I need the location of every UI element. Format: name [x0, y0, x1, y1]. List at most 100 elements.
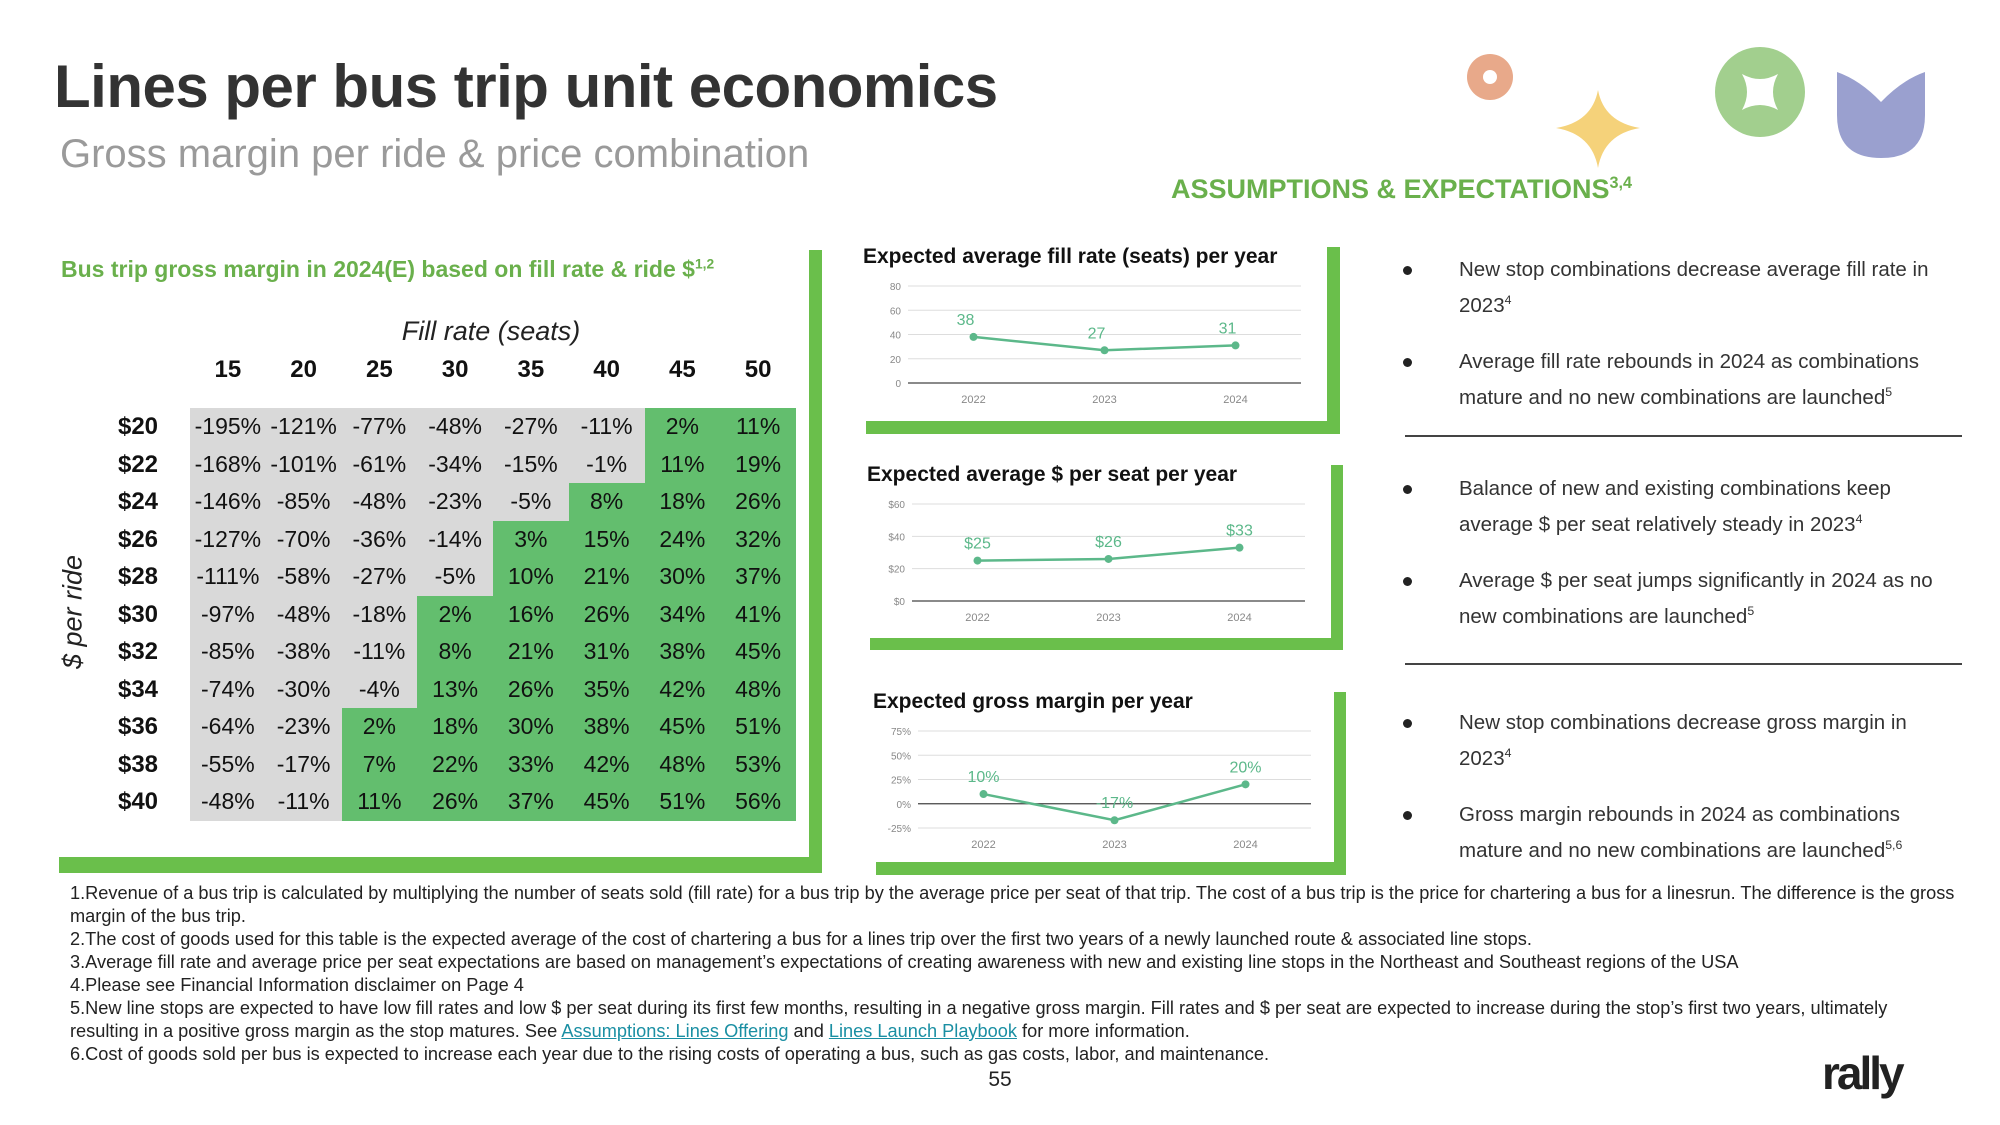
column-header: 20 [290, 355, 317, 383]
chart-panel: Expected average fill rate (seats) per y… [851, 231, 1327, 421]
decorations [1467, 47, 1925, 168]
deco-purple [1837, 72, 1925, 158]
table-cell: 48% [644, 745, 721, 783]
y-tick-label: 25% [891, 776, 911, 787]
table-cell: 26% [720, 483, 796, 521]
table-cell: 31% [568, 633, 645, 671]
table-cell: 41% [720, 595, 796, 633]
table-cell: 35% [568, 670, 645, 708]
table-title-sup: 1,2 [694, 256, 715, 272]
x-tick-label: 2024 [1227, 612, 1251, 624]
table-cell: 30% [493, 708, 569, 746]
table-cell: 11% [341, 783, 418, 821]
table-cell: -38% [265, 633, 342, 671]
bullet-text: Gross margin rebounds in 2024 as combina… [1459, 803, 1900, 862]
table-cell: -97% [190, 595, 266, 633]
x-tick-label: 2024 [1233, 839, 1257, 851]
y-tick-label: 75% [891, 727, 911, 738]
column-header: 35 [517, 355, 545, 383]
point [1235, 543, 1244, 552]
assumptions-title-sup: 3,4 [1609, 174, 1633, 192]
point [969, 332, 978, 341]
bullet-text: New stop combinations decrease average f… [1459, 258, 1929, 317]
row-header: $24 [117, 488, 159, 515]
table-cell: -27% [341, 558, 418, 596]
table-cell: 8% [417, 633, 493, 671]
table-cell: 19% [720, 445, 796, 483]
table-cell: 2% [341, 708, 418, 746]
row-label: $ per ride [57, 554, 88, 670]
page-number: 55 [988, 1068, 1012, 1091]
table-cell: 32% [720, 520, 796, 558]
subtitle: Gross margin per ride & price combinatio… [60, 132, 810, 176]
value-label: $25 [964, 536, 991, 553]
y-tick-label: 60 [890, 306, 902, 317]
row-header: $28 [117, 563, 159, 590]
bullet: New stop combinations decrease gross mar… [1403, 708, 1959, 774]
table-cell: 42% [568, 745, 645, 783]
chart-panel: Expected gross margin per year -25% 0% 25% 5… [861, 676, 1334, 862]
row-header: $30 [117, 600, 159, 628]
table-cell: 37% [493, 783, 569, 821]
separator [1405, 663, 1962, 665]
table-cell: 26% [568, 595, 645, 633]
table-cell: 7% [341, 745, 418, 783]
table-cell: 26% [493, 670, 569, 708]
table-title-text: Bus trip gross margin in 2024(E) based o… [61, 256, 695, 282]
x-tick-label: 2024 [1223, 394, 1247, 406]
table-cell: -11% [265, 783, 342, 821]
footnotes: 1.Revenue of a bus trip is calculated by… [70, 882, 1955, 1066]
bullet-sup: 5 [1747, 604, 1755, 618]
table-cell: 42% [644, 670, 721, 708]
y-tick-label: 50% [891, 751, 911, 762]
footnote: 3.Average fill rate and average price pe… [70, 952, 1739, 972]
table-cell: 13% [417, 670, 493, 708]
x-tick-label: 2022 [965, 612, 989, 624]
value-label: $26 [1095, 534, 1122, 551]
footnote: 5.New line stops are expected to have lo… [70, 997, 1955, 1043]
column-header: 25 [366, 355, 393, 383]
column-label: Fill rate (seats) [401, 316, 581, 346]
table-cell: -23% [265, 708, 342, 746]
table-cell: 45% [720, 633, 796, 671]
table-cell: -127% [190, 520, 266, 558]
bullet-sup: 5,6 [1885, 838, 1903, 852]
row-header: $40 [117, 788, 159, 815]
table-cell: 30% [644, 558, 721, 596]
column-header: 40 [593, 355, 620, 383]
footnote: 6.Cost of goods sold per bus is expected… [70, 1044, 1270, 1064]
assumptions-title: ASSUMPTIONS & EXPECTATIONS3,4 [1171, 174, 1632, 205]
bullet-text: New stop combinations decrease gross mar… [1459, 711, 1907, 770]
table-cell: 26% [417, 783, 493, 821]
y-tick-label: $0 [894, 597, 906, 608]
table-cell: -4% [341, 670, 418, 708]
y-tick-label: 0% [897, 800, 912, 811]
table-cell: 33% [493, 745, 569, 783]
table-cell: 56% [720, 783, 796, 821]
footnote-link[interactable]: Lines Launch Playbook [828, 1021, 1017, 1041]
table-cell: -74% [190, 670, 266, 708]
chart: Expected average $ per seat per year $0 $2… [867, 463, 1305, 624]
x-tick-label: 2022 [961, 394, 985, 406]
y-tick-label: 0 [895, 379, 901, 390]
table-cell: 21% [568, 558, 645, 596]
deco-star [1556, 90, 1640, 168]
bullet: Average fill rate rebounds in 2024 as co… [1403, 347, 1959, 413]
table-cell: -111% [190, 558, 266, 596]
table-cell: 16% [493, 595, 569, 633]
title: Lines per bus trip unit economics [54, 53, 998, 120]
table-cell: 22% [417, 745, 493, 783]
chart-title: Expected average $ per seat per year [867, 463, 1237, 486]
bullet-sup: 5 [1885, 385, 1893, 399]
chart-title: Expected average fill rate (seats) per y… [863, 245, 1277, 268]
table-cell: 21% [493, 633, 569, 671]
point [1110, 816, 1119, 825]
row-header: $32 [117, 638, 159, 665]
footnote-text: 5.New line stops are expected to have lo… [70, 998, 1888, 1041]
row-header: $34 [117, 675, 159, 703]
table-cell: 51% [644, 783, 721, 821]
footnote-link[interactable]: Assumptions: Lines Offering [561, 1021, 789, 1041]
table-cell: -77% [341, 408, 418, 446]
y-tick-label: $40 [888, 532, 905, 543]
